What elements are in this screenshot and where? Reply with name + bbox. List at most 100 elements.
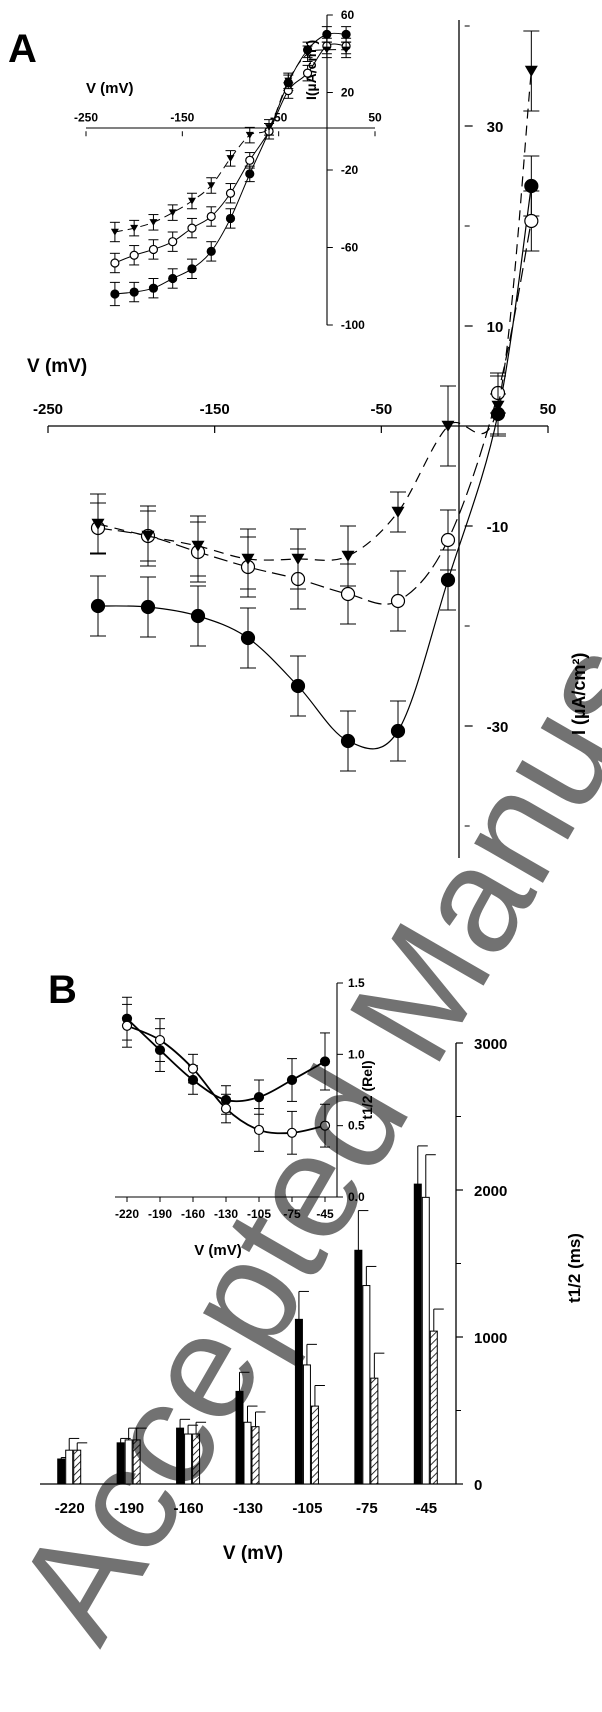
inset-a-point-filled-triangle-down [130, 224, 139, 232]
inset-a-point-open-circle [110, 258, 120, 268]
inset-b-point-open-circle [253, 1124, 265, 1136]
inset-a-y-tick-label: 60 [341, 8, 355, 22]
panel-b-y-tick-label: 1000 [474, 1330, 507, 1347]
inset-b-x-tick-label: -160 [181, 1207, 205, 1221]
panel-a-point-filled-triangle-down [241, 553, 255, 565]
inset-b-y-tick-label: 1.5 [348, 976, 365, 990]
panel-a-point-filled-circle [390, 723, 406, 739]
panel-a-point-filled-circle [440, 572, 456, 588]
panel-a-point-open-circle [440, 532, 456, 548]
inset-a-x-axis-label: V (mV) [86, 80, 134, 97]
inset-b-point-open-circle [286, 1127, 298, 1138]
panel-a-point-filled-triangle-down [441, 420, 455, 432]
panel-b-inset: -220 -190 -160 -130 -105 -75 -45 0.00.51.01.5 … [115, 976, 375, 1259]
inset-a-point-filled-triangle-down [110, 228, 119, 236]
panel-b-bar-hatched [192, 1433, 201, 1485]
panel-b-x-tick-label: -190 [114, 1500, 144, 1517]
inset-a-point-filled-circle [110, 289, 120, 299]
panel-b-bar-black [294, 1318, 303, 1485]
panel-a-point-filled-triangle-down [524, 65, 538, 77]
panel-b-axes: -220 -190 -160 -130 -105 -75 -45 0 1000 2000 3000 [40, 1036, 507, 1517]
inset-b-point-open-circle [121, 1020, 133, 1031]
panel-a-point-filled-circle [190, 608, 206, 624]
panel-b-y-tick-label: 2000 [474, 1183, 507, 1200]
inset-a-x-tick-label: -150 [170, 110, 194, 124]
panel-a-point-filled-triangle-down [91, 518, 105, 530]
inset-a-point-filled-triangle-down [226, 155, 235, 162]
inset-a-point-open-circle [129, 250, 139, 260]
panel-a-point-filled-triangle-down [191, 540, 205, 552]
panel-b-bar-black [354, 1249, 363, 1485]
panel-a-x-tick-label: -50 [370, 401, 392, 418]
panel-a-y-axis-label: I (µA/cm²) [569, 653, 589, 735]
panel-a-point-filled-triangle-down [141, 530, 155, 542]
inset-a-point-filled-triangle-down [342, 46, 351, 54]
inset-a-point-filled-circle [206, 246, 216, 256]
panel-b-bar-black [235, 1390, 244, 1485]
panel-b-x-tick-label: -160 [174, 1500, 204, 1517]
inset-b-y-axis-label: t1/2 (Rel) [359, 1060, 375, 1119]
panel-a-point-filled-circle [290, 678, 306, 694]
inset-a-point-filled-circle [245, 169, 255, 179]
panel-a-point-filled-circle [90, 598, 106, 614]
inset-a-point-filled-circle [322, 29, 332, 39]
inset-b-x-tick-label: -220 [115, 1207, 139, 1221]
inset-a-y-tick-label: -20 [341, 163, 359, 177]
panel-a-point-filled-circle [140, 599, 156, 615]
panel-b-bar-hatched [73, 1449, 82, 1485]
panel-a-y-tick-label: -30 [487, 719, 509, 736]
panel-b-x-tick-label: -105 [292, 1500, 322, 1517]
inset-b-point-open-circle [187, 1063, 199, 1074]
panel-a-x-tick-label: 50 [540, 401, 557, 418]
panel-a-point-filled-triangle-down [391, 506, 405, 518]
inset-a-point-filled-circle [148, 283, 159, 293]
panel-b-bar-black [57, 1458, 66, 1485]
panel-a-letter: A [8, 27, 37, 71]
panel-a-axes: -250 -150 -50 50 -30 -10 10 30 [33, 20, 556, 858]
panel-b-bar-white [124, 1439, 133, 1485]
inset-b-point-filled-circle [253, 1092, 265, 1103]
inset-b-point-open-circle [154, 1034, 166, 1046]
panel-b-x-axis-label: V (mV) [223, 1543, 283, 1564]
inset-a-point-filled-triangle-down [322, 46, 331, 54]
panel-b-bar-white [362, 1285, 371, 1485]
panel-b-y-axis-label: t1/2 (ms) [565, 1233, 584, 1303]
inset-a-point-filled-triangle-down [284, 77, 293, 85]
panel-a-y-tick-label: 10 [487, 319, 504, 336]
inset-a-y-tick-label: 20 [341, 86, 355, 100]
inset-a-point-open-circle [206, 211, 216, 222]
inset-a-point-filled-triangle-down [245, 131, 254, 139]
panel-a-x-tick-label: -250 [33, 401, 63, 418]
inset-a-y-tick-label: -100 [341, 318, 365, 332]
panel-b-x-tick-label: -45 [415, 1500, 437, 1517]
panel-b: B -220 -190 -160 -130 -105 -75 -45 0 1000 2000 30… [40, 968, 584, 1564]
inset-b-point-filled-circle [286, 1074, 298, 1086]
inset-a-point-filled-triangle-down [168, 209, 177, 217]
inset-b-point-open-circle [319, 1120, 331, 1131]
panel-b-bar-hatched [429, 1330, 438, 1485]
panel-a-point-open-circle [390, 593, 406, 609]
inset-a-point-filled-circle [129, 287, 139, 297]
inset-a-y-tick-label: -60 [341, 241, 359, 255]
panel-b-bar-hatched [370, 1377, 379, 1485]
panel-b-x-tick-label: -220 [55, 1500, 85, 1517]
panel-b-x-tick-label: -130 [233, 1500, 263, 1517]
inset-b-y-tick-label: 1.0 [348, 1047, 365, 1061]
panel-a-series-line-2 [97, 70, 532, 561]
panel-a-point-open-circle [340, 586, 356, 602]
panel-a-point-filled-triangle-down [491, 400, 505, 412]
inset-a-point-filled-triangle-down [187, 197, 196, 205]
inset-a-point-open-circle [245, 155, 255, 165]
panel-a-point-filled-triangle-down [341, 550, 355, 562]
inset-a-point-filled-triangle-down [303, 50, 312, 58]
panel-a-point-filled-circle [240, 630, 256, 646]
panel-b-x-tick-label: -75 [356, 1500, 378, 1517]
panel-a-x-axis-label: V (mV) [27, 356, 87, 377]
inset-b-point-filled-circle [319, 1056, 331, 1067]
panel-b-bar-hatched [132, 1439, 141, 1485]
inset-a-point-filled-triangle-down [207, 182, 216, 190]
panel-b-bar-white [65, 1449, 74, 1485]
inset-a-point-open-circle [225, 188, 236, 198]
inset-b-point-open-circle [220, 1103, 232, 1114]
